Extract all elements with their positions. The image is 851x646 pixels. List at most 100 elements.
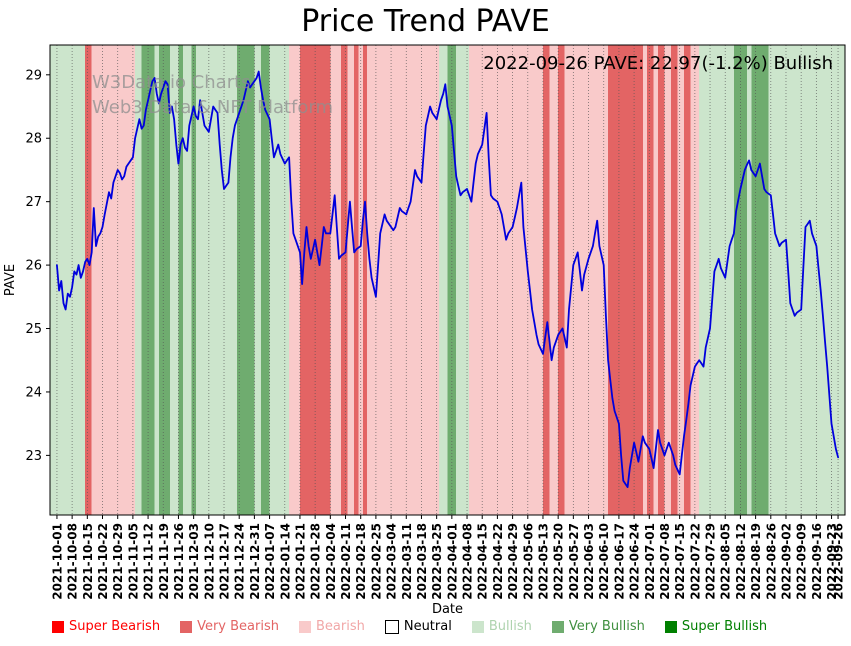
band-very_bearish [608,45,643,515]
band-very_bearish [85,45,92,515]
band-bearish [289,45,300,515]
legend-label: Bearish [315,619,365,634]
band-very_bearish [670,45,678,515]
band-very_bearish [684,45,691,515]
legend-item-very-bullish: Very Bullish [551,619,645,634]
legend-label: Super Bearish [69,619,161,634]
band-bearish [653,45,658,515]
x-tick-label: 2021-10-08 [66,523,80,600]
x-tick-label: 2022-03-04 [385,523,399,600]
legend-item-bullish: Bullish [471,619,532,634]
band-bullish [50,45,86,515]
x-tick-label: 2022-09-23 [825,523,839,600]
legend-item-neutral: Neutral [384,619,452,634]
x-tick-label: 2022-05-27 [567,523,581,600]
band-bullish [195,45,238,515]
band-very_bullish [178,45,183,515]
y-tick-label: 26 [25,259,42,274]
x-tick-label: 2021-11-26 [172,523,186,600]
x-tick-label: 2022-07-29 [704,523,718,600]
x-tick-label: 2022-07-08 [658,523,672,600]
x-tick-label: 2022-08-12 [734,523,748,600]
band-very_bullish [237,45,255,515]
band-bullish [699,45,734,515]
x-tick-label: 2022-04-22 [491,523,505,600]
legend-item-super-bullish: Super Bullish [664,619,768,634]
x-tick-label: 2022-08-19 [749,523,763,600]
x-tick-label: 2021-12-17 [218,523,232,600]
x-tick-label: 2022-02-11 [339,523,353,600]
x-tick-label: 2022-02-25 [369,523,383,600]
x-tick-label: 2022-09-02 [779,523,793,600]
legend-label: Super Bullish [681,619,768,634]
y-tick-label: 28 [25,132,42,147]
sentiment-bands [50,45,845,515]
band-very_bullish [751,45,769,515]
y-tick-label: 24 [25,385,42,400]
band-bearish [677,45,685,515]
band-bullish [254,45,261,515]
x-tick-label: 2022-02-18 [354,523,368,600]
legend-item-very-bearish: Very Bearish [180,619,279,634]
x-tick-label: 2022-07-15 [673,523,687,600]
legend-swatch [551,620,564,633]
x-tick-label: 2022-08-05 [719,523,733,600]
y-tick-label: 29 [25,68,42,83]
x-tick-label: 2022-04-08 [461,523,475,600]
x-tick-label: 2021-10-22 [96,523,110,600]
band-bearish [469,45,543,515]
x-tick-label: 2022-05-13 [536,523,550,600]
x-tick-label: 2021-10-15 [81,523,95,600]
x-tick-label: 2022-01-14 [278,523,292,600]
x-tick-label: 2021-12-24 [233,523,247,600]
x-axis-title: Date [432,602,463,617]
x-tick-label: 2022-01-07 [263,523,277,600]
band-very_bullish [158,45,170,515]
legend-swatch [298,620,311,633]
x-tick-label: 2022-04-01 [445,523,459,600]
x-tick-label: 2021-12-31 [248,523,262,600]
price-line [56,70,839,488]
x-axis: 2021-10-01 2021-10-08 2021-10-15 2021-10-22… [50,515,846,600]
x-tick-label: 2022-03-11 [400,523,414,600]
legend-swatch [471,620,484,633]
legend-swatch [52,620,64,633]
plot-border [49,44,846,516]
band-very_bearish [558,45,565,515]
band-very_bearish [354,45,359,515]
x-tick-label: 2021-11-05 [126,523,140,600]
band-bearish [91,45,136,515]
x-tick-label: 2022-09-26 [832,523,846,600]
band-bullish [182,45,192,515]
band-very_bullish [260,45,270,515]
x-tick-label: 2021-12-10 [202,523,216,600]
band-very_bearish [341,45,348,515]
legend-label: Neutral [403,619,452,634]
x-tick-label: 2022-03-25 [430,523,444,600]
watermark-line1: W3Data.io Charts [92,72,251,93]
watermark: W3Data.io Charts Web3 Data & NFT Platfor… [92,70,333,120]
x-tick-label: 2022-03-18 [415,523,429,600]
x-tick-label: 2021-11-19 [157,523,171,600]
legend-item-super-bearish: Super Bearish [52,619,160,634]
legend-item-bearish: Bearish [298,619,365,634]
x-tick-label: 2022-05-06 [521,523,535,600]
x-tick-label: 2022-01-21 [293,523,307,600]
x-tick-label: 2022-02-04 [324,523,338,600]
y-tick-label: 25 [25,322,42,337]
x-tick-label: 2022-06-03 [582,523,596,600]
x-tick-label: 2022-01-28 [309,523,323,600]
x-tick-label: 2021-10-01 [50,523,64,600]
watermark-line2: Web3 Data & NFT Platform [92,97,334,118]
legend-swatch [384,619,399,634]
y-axis-title: PAVE [3,264,18,296]
chart-title: Price Trend PAVE [301,4,550,39]
band-bullish [768,45,845,515]
x-tick-label: 2021-12-03 [187,523,201,600]
band-very_bearish [647,45,654,515]
band-very_bearish [657,45,665,515]
x-tick-label: 2022-07-01 [643,523,657,600]
legend-label: Bullish [488,619,532,634]
band-bullish [746,45,752,515]
legend-swatch [664,620,677,633]
